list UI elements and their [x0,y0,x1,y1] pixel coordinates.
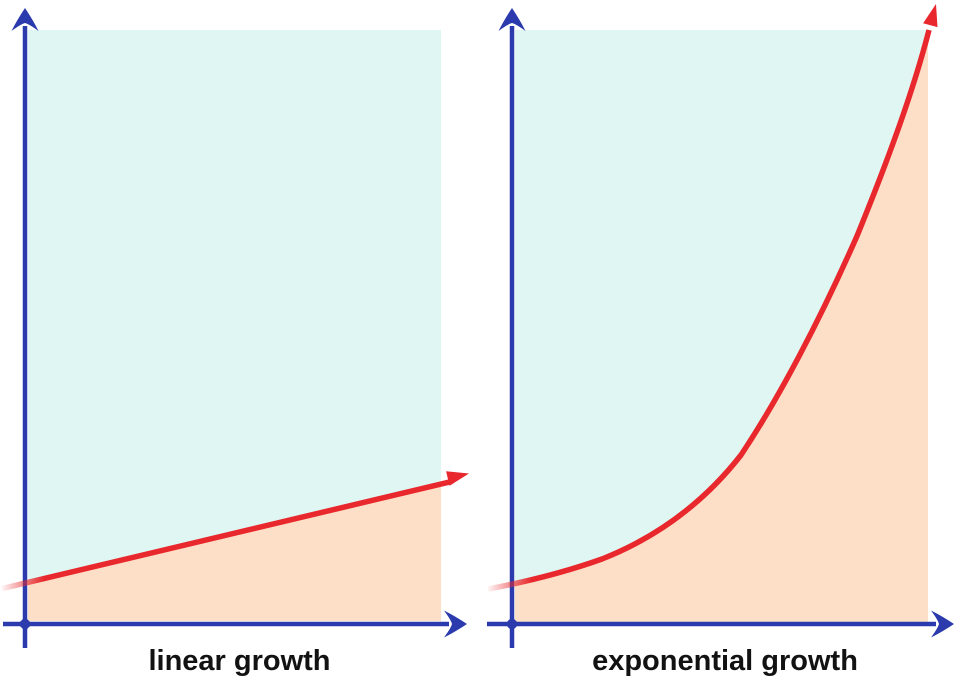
exponential-growth-plot [487,4,954,648]
exponential-growth-curve [487,29,932,592]
linear-growth-line-arrowhead [446,471,469,486]
linear-origin-point [17,616,33,632]
exponential-area-below-region [515,33,928,623]
exponential-origin-point [504,616,520,632]
linear-growth-plot [1,8,469,648]
linear-y-axis-arrowhead [11,8,39,31]
linear-growth-line [1,478,453,592]
exponential-growth-curve-arrowhead [923,4,938,28]
linear-x-axis-arrowhead [444,610,467,638]
exponential-y-axis-arrowhead [498,8,526,31]
exponential-growth-caption: exponential growth [592,645,858,677]
linear-area-below-region [28,484,441,621]
linear-growth-caption: linear growth [148,645,331,677]
exponential-x-axis-arrowhead [931,610,954,638]
